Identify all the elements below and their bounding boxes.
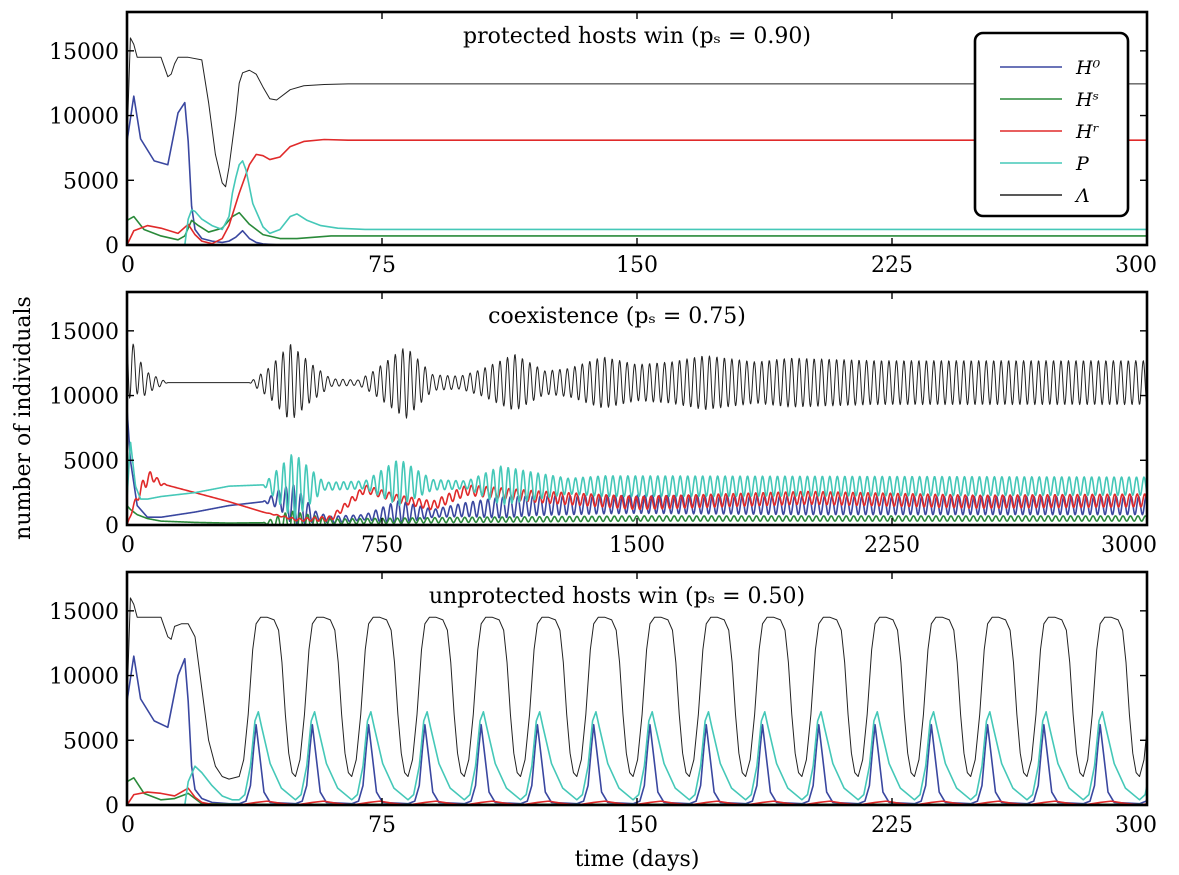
series-line-0-3 (127, 160, 1147, 245)
y-tick-label: 15000 (49, 600, 119, 625)
y-tick-label: 10000 (49, 665, 119, 690)
series-line-2-2 (127, 787, 1147, 805)
panel-title: protected hosts win (pₛ = 0.90) (463, 24, 811, 49)
x-tick-label: 150 (616, 253, 658, 278)
x-tick-label: 0 (121, 813, 135, 838)
y-tick-label: 15000 (49, 40, 119, 65)
legend: H⁰ Hˢ Hʳ PΛ (973, 31, 1130, 218)
panel-unprotected-hosts-win: 0 75 150 225 300 0 5000 10000 15000 unprotected h… (49, 570, 1157, 838)
x-tick-label: 150 (616, 813, 658, 838)
plot-lines (127, 597, 1147, 805)
y-tick-label: 10000 (49, 105, 119, 130)
plot-lines (127, 325, 1147, 525)
series-line-1-0 (127, 407, 1147, 525)
legend-label: Λ (1074, 185, 1090, 207)
series-line-2-3 (127, 711, 1147, 805)
legend-box (973, 31, 1130, 218)
x-tick-label: 75 (368, 813, 396, 838)
x-tick-label: 225 (871, 813, 913, 838)
y-tick-label: 5000 (63, 169, 119, 194)
x-tick-label: 300 (1115, 253, 1157, 278)
x-tick-label: 300 (1115, 813, 1157, 838)
x-tick-label: 1500 (609, 533, 665, 558)
series-line-0-0 (127, 95, 1147, 245)
y-tick-label: 5000 (63, 449, 119, 474)
x-tick-label: 75 (368, 253, 396, 278)
x-tick-label: 750 (361, 533, 403, 558)
panel-title: unprotected hosts win (pₛ = 0.50) (429, 584, 805, 609)
panel-coexistence: 0 750 1500 2250 3000 0 5000 10000 15000 coexisten… (49, 290, 1157, 558)
x-tick-label: 3000 (1101, 533, 1157, 558)
y-tick-label: 0 (105, 234, 119, 259)
series-line-2-0 (127, 655, 1147, 805)
series-line-1-2 (127, 471, 1147, 525)
y-tick-label: 10000 (49, 385, 119, 410)
series-line-1-4 (127, 325, 1147, 419)
y-tick-label: 0 (105, 794, 119, 819)
panel-title: coexistence (pₛ = 0.75) (488, 304, 746, 329)
y-tick-label: 0 (105, 514, 119, 539)
x-tick-label: 225 (871, 253, 913, 278)
panel-protected-hosts-win: 0 75 150 225 300 0 5000 10000 15000 protected hos… (49, 10, 1157, 278)
x-tick-label: 2250 (864, 533, 920, 558)
legend-label: H⁰ (1075, 57, 1101, 79)
series-line-0-4 (127, 37, 1147, 188)
y-tick-label: 5000 (63, 729, 119, 754)
series-line-1-1 (127, 504, 1147, 525)
plot-lines (127, 37, 1147, 245)
x-tick-label: 0 (121, 533, 135, 558)
series-line-0-2 (127, 138, 1147, 245)
x-tick-label: 0 (121, 253, 135, 278)
x-axis-label: time (days) (575, 847, 700, 872)
series-line-2-4 (127, 597, 1147, 780)
y-axis-label: number of individuals (11, 296, 36, 540)
legend-label: Hʳ (1075, 121, 1100, 143)
series-line-1-3 (127, 441, 1147, 519)
legend-label: P (1075, 153, 1090, 175)
series-line-0-1 (127, 211, 1147, 241)
legend-label: Hˢ (1075, 89, 1099, 111)
y-tick-label: 15000 (49, 320, 119, 345)
